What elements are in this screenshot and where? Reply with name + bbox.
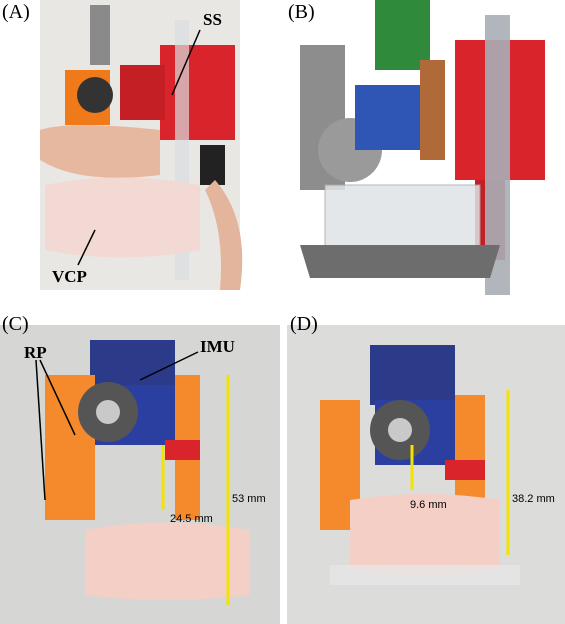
measurement: 9.6 mm <box>410 499 447 511</box>
annotation: SS <box>203 10 222 29</box>
measurement: 38.2 mm <box>512 493 555 505</box>
measurement: 24.5 mm <box>170 513 213 525</box>
measurement: 53 mm <box>232 493 266 505</box>
panel-label: (A) <box>2 1 30 23</box>
annotation: RP <box>24 343 47 362</box>
panel-label: (D) <box>290 313 318 335</box>
annotation: VCP <box>52 267 87 286</box>
panel-label: (C) <box>2 313 29 335</box>
panel-label: (B) <box>288 1 315 23</box>
photo-a <box>40 0 243 290</box>
photo-c <box>0 325 280 624</box>
annotation: IMU <box>200 337 235 356</box>
photo-d <box>287 325 565 624</box>
render-b <box>300 0 545 295</box>
